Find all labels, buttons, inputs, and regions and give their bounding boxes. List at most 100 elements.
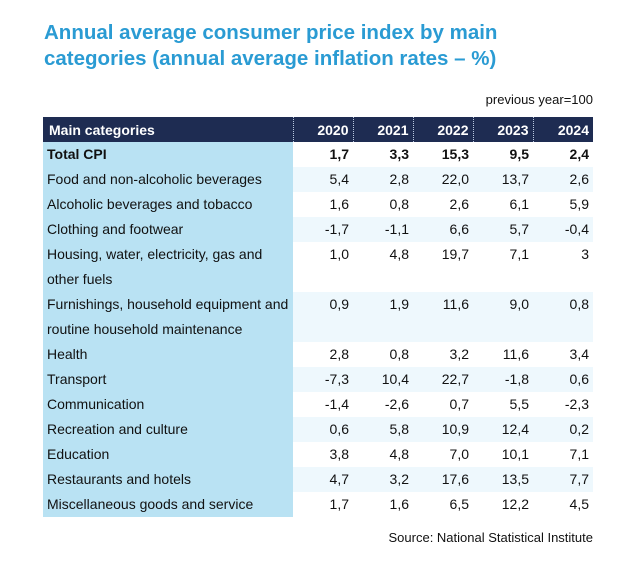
category-label: Furnishings, household equipment and rou… (43, 292, 293, 342)
value-cell: 3 (533, 242, 593, 292)
value-cell: -1,7 (293, 217, 353, 242)
value-cell: 6,5 (413, 492, 473, 517)
value-cell: 7,7 (533, 467, 593, 492)
value-cell: 1,7 (293, 492, 353, 517)
value-cell: 0,7 (413, 392, 473, 417)
value-cell: 4,7 (293, 467, 353, 492)
value-cell: 2,8 (293, 342, 353, 367)
value-cell: -1,8 (473, 367, 533, 392)
category-label: Restaurants and hotels (43, 467, 293, 492)
value-cell: 4,8 (353, 442, 413, 467)
table-row: Housing, water, electricity, gas and oth… (43, 242, 593, 292)
header-main-categories: Main categories (43, 117, 293, 142)
table-row: Alcoholic beverages and tobacco 1,6 0,8 2,6… (43, 192, 593, 217)
value-cell: 3,2 (353, 467, 413, 492)
value-cell: 11,6 (473, 342, 533, 367)
source-note: Source: National Statistical Institute (388, 530, 594, 545)
value-cell: 6,1 (473, 192, 533, 217)
header-year: 2020 (292, 117, 353, 142)
value-cell: 3,2 (413, 342, 473, 367)
value-cell: 4,5 (533, 492, 593, 517)
value-cell: 10,1 (473, 442, 533, 467)
value-cell: 3,4 (533, 342, 593, 367)
value-cell: 0,8 (533, 292, 593, 342)
value-cell: 12,2 (473, 492, 533, 517)
value-cell: 1,6 (293, 192, 353, 217)
value-cell: 3,3 (353, 142, 413, 167)
value-cell: 1,0 (293, 242, 353, 292)
value-cell: -2,3 (533, 392, 593, 417)
value-cell: 1,6 (353, 492, 413, 517)
value-cell: -1,1 (353, 217, 413, 242)
table-header-row: Main categories 2020 2021 2022 2023 2024 (43, 117, 593, 142)
unit-note: previous year=100 (485, 92, 593, 107)
table-row-total: Total CPI 1,7 3,3 15,3 9,5 2,4 (43, 142, 593, 167)
value-cell: 9,0 (473, 292, 533, 342)
header-year: 2021 (352, 117, 413, 142)
value-cell: 5,9 (533, 192, 593, 217)
value-cell: 0,8 (353, 342, 413, 367)
value-cell: 0,8 (353, 192, 413, 217)
value-cell: 2,6 (413, 192, 473, 217)
value-cell: 22,7 (413, 367, 473, 392)
value-cell: 10,9 (413, 417, 473, 442)
value-cell: 1,9 (353, 292, 413, 342)
table-row: Transport -7,3 10,4 22,7 -1,8 0,6 (43, 367, 593, 392)
category-label: Food and non-alcoholic beverages (43, 167, 293, 192)
value-cell: 9,5 (473, 142, 533, 167)
table-row: Education 3,8 4,8 7,0 10,1 7,1 (43, 442, 593, 467)
value-cell: 10,4 (353, 367, 413, 392)
value-cell: 5,8 (353, 417, 413, 442)
category-label: Health (43, 342, 293, 367)
value-cell: 6,6 (413, 217, 473, 242)
table-row: Furnishings, household equipment and rou… (43, 292, 593, 342)
value-cell: 19,7 (413, 242, 473, 292)
value-cell: 22,0 (413, 167, 473, 192)
value-cell: 4,8 (353, 242, 413, 292)
value-cell: 0,6 (533, 367, 593, 392)
value-cell: 7,0 (413, 442, 473, 467)
header-year: 2022 (412, 117, 473, 142)
value-cell: 0,6 (293, 417, 353, 442)
value-cell: 1,7 (293, 142, 353, 167)
value-cell: 2,6 (533, 167, 593, 192)
value-cell: 2,4 (533, 142, 593, 167)
category-label: Clothing and footwear (43, 217, 293, 242)
category-label: Communication (43, 392, 293, 417)
value-cell: 17,6 (413, 467, 473, 492)
category-label: Housing, water, electricity, gas and oth… (43, 242, 293, 292)
category-label: Education (43, 442, 293, 467)
value-cell: -7,3 (293, 367, 353, 392)
table-row: Miscellaneous goods and service 1,7 1,6 6,5… (43, 492, 593, 517)
value-cell: 3,8 (293, 442, 353, 467)
cpi-table: Main categories 2020 2021 2022 2023 2024… (43, 117, 593, 517)
category-label: Transport (43, 367, 293, 392)
category-label: Total CPI (43, 142, 293, 167)
table-row: Restaurants and hotels 4,7 3,2 17,6 13,5 7,7 (43, 467, 593, 492)
value-cell: 0,2 (533, 417, 593, 442)
value-cell: 7,1 (473, 242, 533, 292)
value-cell: 2,8 (353, 167, 413, 192)
value-cell: -1,4 (293, 392, 353, 417)
value-cell: 0,9 (293, 292, 353, 342)
header-year: 2024 (532, 117, 593, 142)
value-cell: 5,5 (473, 392, 533, 417)
table-row: Food and non-alcoholic beverages 5,4 2,8 22… (43, 167, 593, 192)
page-title: Annual average consumer price index by m… (44, 21, 498, 70)
value-cell: 5,7 (473, 217, 533, 242)
value-cell: 5,4 (293, 167, 353, 192)
table-row: Health 2,8 0,8 3,2 11,6 3,4 (43, 342, 593, 367)
value-cell: 13,5 (473, 467, 533, 492)
table-body: Total CPI 1,7 3,3 15,3 9,5 2,4 Food and non-al… (43, 142, 593, 517)
value-cell: 11,6 (413, 292, 473, 342)
category-label: Alcoholic beverages and tobacco (43, 192, 293, 217)
table-row: Recreation and culture 0,6 5,8 10,9 12,4 0,2 (43, 417, 593, 442)
value-cell: 15,3 (413, 142, 473, 167)
value-cell: -0,4 (533, 217, 593, 242)
table-row: Clothing and footwear -1,7 -1,1 6,6 5,7 -0,4 (43, 217, 593, 242)
value-cell: 13,7 (473, 167, 533, 192)
category-label: Miscellaneous goods and service (43, 492, 293, 517)
category-label: Recreation and culture (43, 417, 293, 442)
value-cell: 12,4 (473, 417, 533, 442)
table-row: Communication -1,4 -2,6 0,7 5,5 -2,3 (43, 392, 593, 417)
